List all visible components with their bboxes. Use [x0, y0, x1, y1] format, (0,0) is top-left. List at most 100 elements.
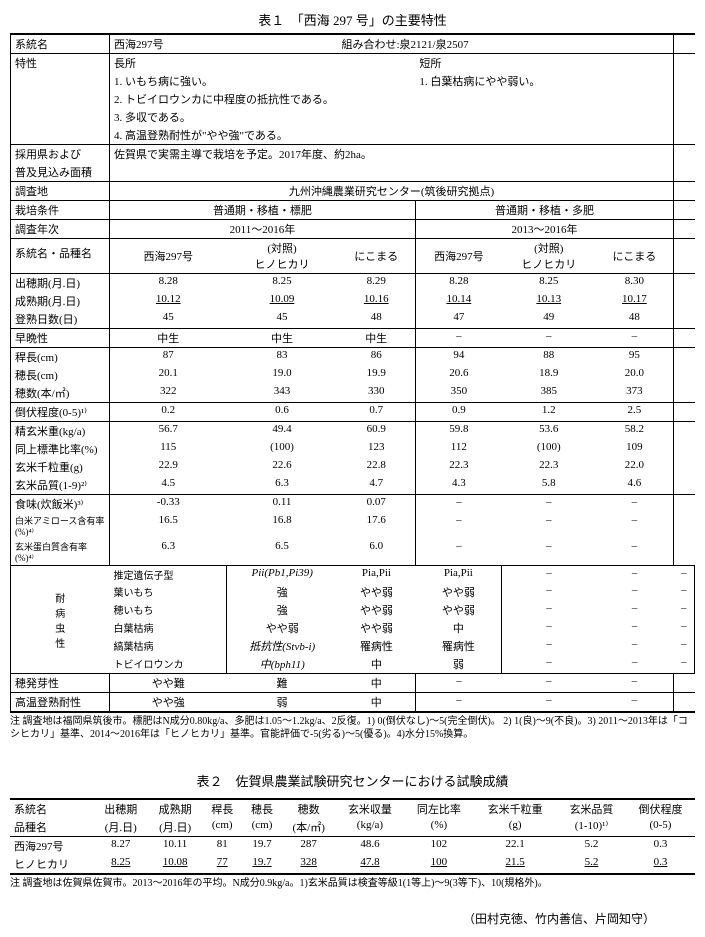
data-cell: – — [502, 655, 596, 674]
col-subheader: (1-10)¹⁾ — [557, 818, 626, 837]
data-cell: 0.3 — [626, 837, 695, 856]
data-cell: 112 — [415, 440, 501, 458]
data-cell: 中生 — [226, 329, 337, 348]
data-cell: 22.0 — [596, 458, 674, 476]
adopt-label2: 普及見込み面積 — [11, 163, 110, 182]
data-cell: 328 — [282, 855, 336, 874]
data-cell: やや弱 — [226, 619, 337, 637]
data-cell: – — [415, 693, 501, 713]
cult-1: 西海297号 — [110, 239, 227, 274]
data-cell: 22.3 — [415, 458, 501, 476]
data-cell: 中生 — [337, 329, 415, 348]
data-cell: 373 — [596, 384, 674, 403]
table1-note: 注 調査地は福岡県筑後市。標肥はN成分0.80kg/a、多肥は1.05～1.2k… — [10, 715, 695, 741]
authors: （田村克徳、竹内善信、片岡知守） — [10, 910, 695, 927]
data-cell: 56.7 — [110, 422, 227, 441]
col-header: 倒伏程度 — [626, 799, 695, 818]
col-subheader: (本/㎡) — [282, 818, 336, 837]
pro-2: 2. トビイロウンカに中程度の抵抗性である。 — [110, 90, 674, 108]
data-cell: – — [502, 539, 596, 566]
data-cell: 4.7 — [337, 476, 415, 495]
data-cell: 385 — [502, 384, 596, 403]
data-cell: – — [502, 693, 596, 713]
data-cell: 95 — [596, 348, 674, 367]
data-cell: -0.33 — [110, 495, 227, 514]
data-cell: – — [674, 583, 695, 601]
data-cell: (100) — [226, 440, 337, 458]
data-cell: 20.6 — [415, 366, 501, 384]
col-header: 玄米千粒重 — [473, 799, 557, 818]
data-cell: 343 — [226, 384, 337, 403]
col-header: 穂長 — [242, 799, 282, 818]
data-cell: – — [596, 674, 674, 693]
cross-value: 泉2121/泉2507 — [400, 39, 469, 51]
years-1: 2011～2016年 — [110, 220, 416, 239]
data-cell: やや強 — [110, 693, 227, 713]
data-cell: – — [596, 601, 674, 619]
data-cell: – — [596, 655, 674, 674]
data-cell: – — [596, 583, 674, 601]
col-subheader: (kg/a) — [335, 818, 404, 837]
data-cell: – — [674, 601, 695, 619]
data-cell: 10.16 — [337, 292, 415, 310]
data-cell: – — [596, 329, 674, 348]
data-cell: 難 — [226, 674, 337, 693]
data-cell: 中 — [337, 655, 415, 674]
row-label: 早晩性 — [11, 329, 110, 348]
col-subheader: (cm) — [202, 818, 242, 837]
row-label: 穂発芽性 — [11, 674, 110, 693]
data-cell: – — [415, 674, 501, 693]
lineage-label: 系統名 — [11, 34, 110, 54]
data-cell: 6.3 — [110, 539, 227, 566]
col-subheader: (月.日) — [148, 818, 202, 837]
row-label: 白米アミロース含有率(%)⁴⁾ — [11, 513, 110, 539]
data-cell: – — [502, 619, 596, 637]
data-cell: – — [674, 619, 695, 637]
data-cell: 6.0 — [337, 539, 415, 566]
data-cell: 弱 — [226, 693, 337, 713]
years-2: 2013～2016年 — [415, 220, 673, 239]
data-cell: ヒノヒカリ — [10, 855, 94, 874]
data-cell: 123 — [337, 440, 415, 458]
data-cell: 中 — [337, 674, 415, 693]
data-cell: 22.6 — [226, 458, 337, 476]
table2-note: 注 調査地は佐賀県佐賀市。2013～2016年の平均。N成分0.9kg/a。1)… — [10, 877, 695, 890]
cross: 組み合わせ:泉2121/泉2507 — [337, 34, 673, 54]
data-cell: 330 — [337, 384, 415, 403]
row-label: 葉いもち — [110, 583, 227, 601]
col-header: 出穂期 — [94, 799, 148, 818]
col-subheader: (cm) — [242, 818, 282, 837]
data-cell: 22.3 — [502, 458, 596, 476]
data-cell: 強 — [226, 583, 337, 601]
data-cell: 5.2 — [557, 855, 626, 874]
row-label: 登熟日数(日) — [11, 310, 110, 329]
cond-label: 栽培条件 — [11, 201, 110, 220]
pro-4: 4. 高温登熟耐性が"やや強"である。 — [110, 126, 674, 145]
table1-title: 表１ 「西海 297 号」の主要特性 — [10, 10, 695, 29]
data-cell: 48 — [596, 310, 674, 329]
data-cell: 49 — [502, 310, 596, 329]
cross-label: 組み合わせ: — [341, 39, 399, 51]
data-cell: 10.09 — [226, 292, 337, 310]
row-label: 稈長(cm) — [11, 348, 110, 367]
resistance-group-label: 耐病虫性 — [11, 566, 110, 674]
col-subheader: (0-5) — [626, 818, 695, 837]
data-cell: 10.11 — [148, 837, 202, 856]
data-cell: やや弱 — [337, 619, 415, 637]
data-cell: – — [596, 513, 674, 539]
data-cell: – — [415, 495, 501, 514]
data-cell: 中 — [415, 619, 501, 637]
data-cell: – — [415, 329, 501, 348]
data-cell: 20.0 — [596, 366, 674, 384]
cult-6: にこまる — [596, 239, 674, 274]
data-cell: – — [502, 513, 596, 539]
data-cell: 22.1 — [473, 837, 557, 856]
data-cell: 抵抗性(Stvb-i) — [226, 637, 337, 655]
data-cell: 10.14 — [415, 292, 501, 310]
data-cell: 83 — [226, 348, 337, 367]
col-header: 同左比率 — [404, 799, 473, 818]
data-cell: – — [674, 655, 695, 674]
cult-label: 系統名・品種名 — [11, 239, 110, 274]
data-cell: 1.2 — [502, 403, 596, 422]
row-label: 玄米品質(1-9)²⁾ — [11, 476, 110, 495]
